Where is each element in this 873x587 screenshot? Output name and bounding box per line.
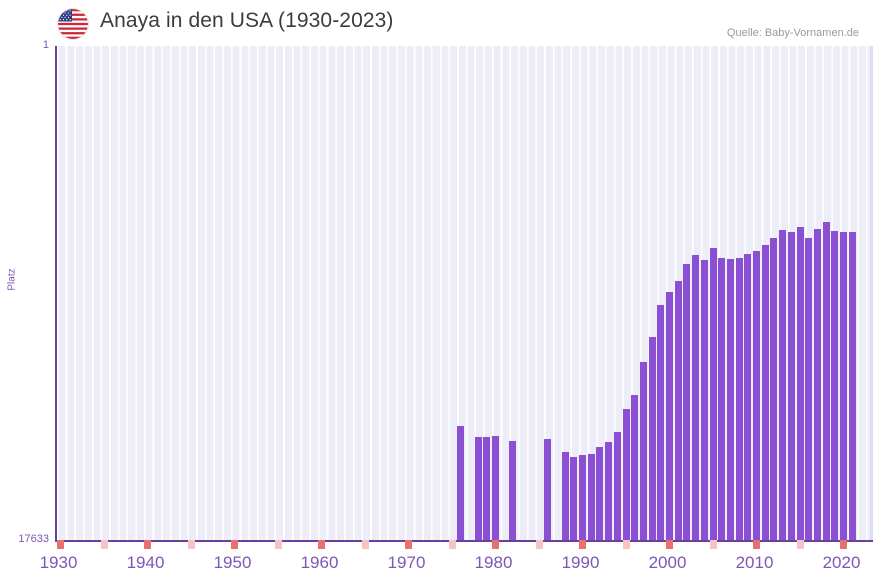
bar	[813, 229, 821, 540]
chart-header: Anaya in den USA (1930-2023) Quelle: Bab…	[0, 0, 873, 46]
x-tick-mark	[492, 540, 499, 549]
us-flag-icon	[58, 9, 88, 39]
bar	[666, 292, 673, 540]
bar	[700, 260, 708, 540]
bar	[753, 251, 760, 540]
x-tick-mark	[753, 540, 760, 549]
x-tick-mark	[231, 540, 238, 549]
bar	[613, 432, 621, 540]
bar	[822, 222, 830, 540]
x-tick-mark	[361, 540, 369, 549]
x-tick-mark	[144, 540, 151, 549]
x-tick-mark	[796, 540, 804, 549]
x-tick-mark	[100, 540, 108, 549]
x-tick-mark	[535, 540, 543, 549]
plot-area	[55, 46, 873, 549]
bar	[639, 362, 647, 540]
x-tick-mark	[448, 540, 456, 549]
bar	[840, 232, 847, 540]
bar	[657, 305, 665, 540]
bar	[483, 437, 491, 540]
bar	[848, 232, 856, 540]
bar	[761, 245, 769, 540]
x-tick-mark	[622, 540, 630, 549]
bar	[692, 255, 700, 540]
bar	[631, 395, 639, 540]
bar	[683, 264, 691, 540]
bar	[779, 230, 787, 540]
bar	[596, 447, 604, 540]
y-axis-top-label: 1	[42, 39, 49, 51]
x-tick-mark	[318, 540, 325, 549]
bar	[744, 254, 752, 540]
x-tick-mark	[274, 540, 282, 549]
bar	[492, 436, 499, 540]
x-tick-mark	[840, 540, 847, 549]
bar	[605, 442, 613, 540]
x-tick-mark	[579, 540, 586, 549]
x-tick-mark	[405, 540, 412, 549]
bar	[718, 258, 726, 540]
x-tick-mark	[187, 540, 195, 549]
x-tick-label: 1970	[387, 553, 426, 572]
page-title: Anaya in den USA (1930-2023)	[100, 9, 394, 32]
bar	[622, 409, 630, 540]
bar	[648, 337, 656, 540]
x-tick-label: 1950	[213, 553, 252, 572]
x-tick-label: 1980	[474, 553, 513, 572]
bar	[805, 238, 813, 540]
x-tick-mark	[709, 540, 717, 549]
bar	[726, 259, 734, 540]
bar	[787, 232, 795, 540]
bar-series	[57, 46, 873, 540]
x-tick-label: 1930	[39, 553, 78, 572]
bar	[674, 281, 682, 540]
x-tick-mark	[666, 540, 673, 549]
x-tick-label: 2010	[735, 553, 774, 572]
bar	[709, 248, 717, 540]
bar	[579, 455, 586, 540]
x-tick-label: 1960	[300, 553, 339, 572]
x-axis-tick-marks	[57, 46, 873, 549]
y-axis-bottom-label: 17633	[18, 533, 49, 545]
x-tick-label: 1940	[126, 553, 165, 572]
bar	[735, 258, 743, 540]
bar	[561, 452, 569, 540]
y-axis-title: Platz	[6, 268, 18, 291]
bar	[544, 439, 552, 540]
bar	[474, 437, 482, 540]
bar	[570, 457, 578, 540]
source-attribution: Quelle: Baby-Vornamen.de	[726, 27, 859, 39]
bar	[770, 238, 778, 540]
bar	[796, 227, 804, 540]
bar	[457, 426, 465, 540]
x-tick-label: 2000	[648, 553, 687, 572]
x-tick-label: 2020	[822, 553, 861, 572]
bar	[587, 454, 595, 540]
bar	[509, 441, 517, 540]
x-tick-mark	[57, 540, 64, 549]
x-tick-label: 1990	[561, 553, 600, 572]
bar	[831, 231, 839, 540]
